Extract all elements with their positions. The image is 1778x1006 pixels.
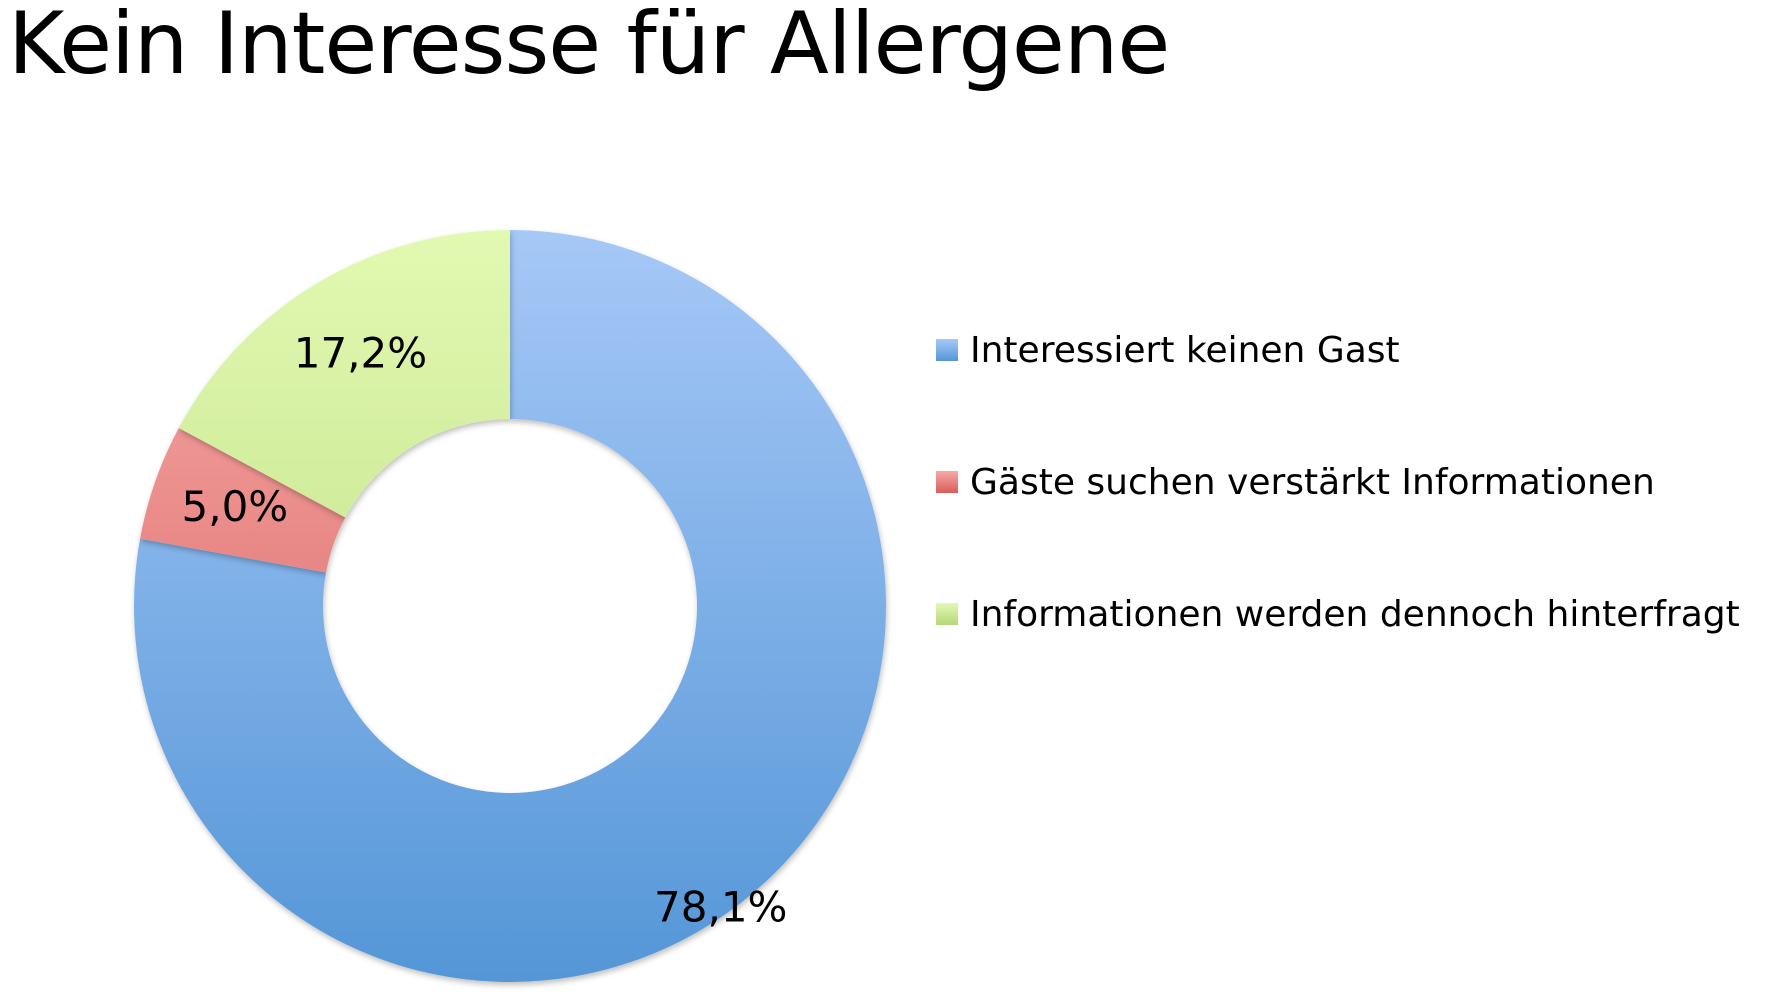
data-label-2: 17,2% bbox=[294, 328, 427, 377]
legend-label: Interessiert keinen Gast bbox=[970, 329, 1400, 371]
slice-1 bbox=[140, 427, 346, 573]
slice-2 bbox=[178, 229, 510, 518]
data-label-0: 78,1% bbox=[654, 882, 787, 931]
chart-title: Kein Interesse für Allergene bbox=[8, 0, 1170, 94]
slices-group bbox=[133, 229, 886, 982]
legend-swatch-0 bbox=[936, 339, 958, 361]
legend-item: Interessiert keinen Gast bbox=[936, 329, 1740, 371]
legend-swatch-2 bbox=[936, 603, 958, 625]
legend-item: Gäste suchen verstärkt Informationen bbox=[936, 461, 1740, 503]
legend-label: Informationen werden dennoch hinterfragt bbox=[970, 593, 1740, 635]
legend-item: Informationen werden dennoch hinterfragt bbox=[936, 593, 1740, 635]
data-labels-group: 78,1% 5,0% 17,2% bbox=[182, 328, 788, 931]
legend-label: Gäste suchen verstärkt Informationen bbox=[970, 461, 1655, 503]
legend: Interessiert keinen Gast Gäste suchen ve… bbox=[936, 330, 1740, 726]
legend-swatch-1 bbox=[936, 471, 958, 493]
slice-0 bbox=[133, 230, 886, 982]
data-label-1: 5,0% bbox=[182, 482, 289, 531]
